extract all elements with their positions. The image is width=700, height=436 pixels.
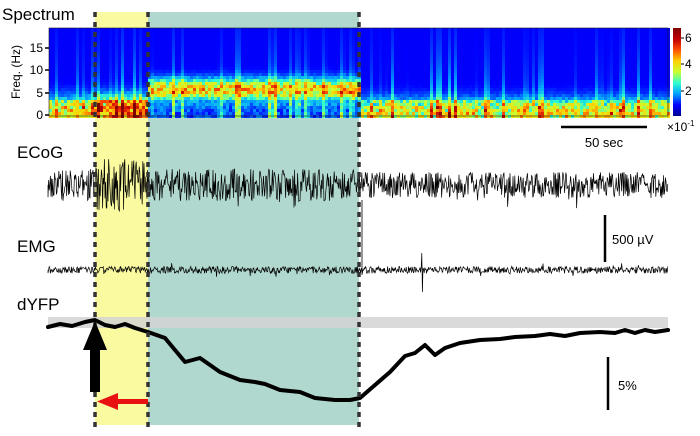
colorbar <box>673 28 681 116</box>
spectrogram-heatmap <box>49 28 670 118</box>
freq-axis-label: Freq. (Hz) <box>9 45 23 99</box>
up-arrow-icon <box>83 321 107 392</box>
ecog-label: ECoG <box>17 143 63 162</box>
ytick-15: 15 <box>30 41 44 55</box>
left-arrow-icon <box>97 393 148 410</box>
cbtick-6: 6 <box>685 31 692 45</box>
dyfp-trace <box>46 318 670 402</box>
spectrum-label: Spectrum <box>2 5 75 24</box>
colorbar-ticks: 2 4 6 <box>681 31 692 98</box>
cbtick-4: 4 <box>685 57 692 71</box>
cbtick-2: 2 <box>685 84 692 98</box>
ecog-trace <box>47 159 669 213</box>
voltage-scale-label: 500 µV <box>612 232 654 247</box>
freq-ticks: 0 5 10 15 <box>30 41 49 122</box>
ytick-10: 10 <box>30 63 44 77</box>
ytick-0: 0 <box>36 108 43 122</box>
dyfp-label: dYFP <box>17 295 60 314</box>
colorbar-multiplier: ×10-1 <box>667 119 695 134</box>
time-scale-label: 50 sec <box>585 135 624 150</box>
percent-scale-label: 5% <box>618 378 637 393</box>
emg-label: EMG <box>17 237 56 256</box>
ytick-5: 5 <box>36 86 43 100</box>
